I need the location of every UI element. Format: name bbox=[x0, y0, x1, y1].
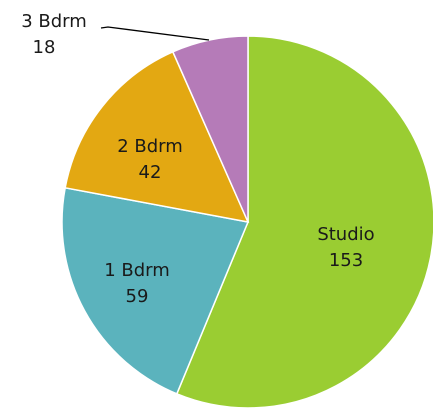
label-1-bdrm-value: 59 bbox=[126, 286, 149, 307]
label-3-bdrm-name: 3 Bdrm bbox=[21, 11, 87, 32]
label-studio-name: Studio bbox=[317, 224, 374, 245]
label-1-bdrm-name: 1 Bdrm bbox=[104, 260, 170, 281]
pie-slice-3-bdrm bbox=[171, 35, 249, 223]
label-2-bdrm-value: 42 bbox=[139, 162, 162, 183]
pie-slice-2-bdrm bbox=[64, 50, 250, 223]
label-studio-value: 153 bbox=[329, 250, 363, 271]
pie-slice-studio bbox=[175, 35, 433, 409]
label-2-bdrm-name: 2 Bdrm bbox=[117, 136, 183, 157]
leader-line-3-bdrm bbox=[100, 26, 210, 41]
pie-slices bbox=[61, 35, 433, 409]
pie-slice-1-bdrm bbox=[61, 186, 250, 395]
label-3-bdrm-value: 18 bbox=[33, 37, 56, 58]
